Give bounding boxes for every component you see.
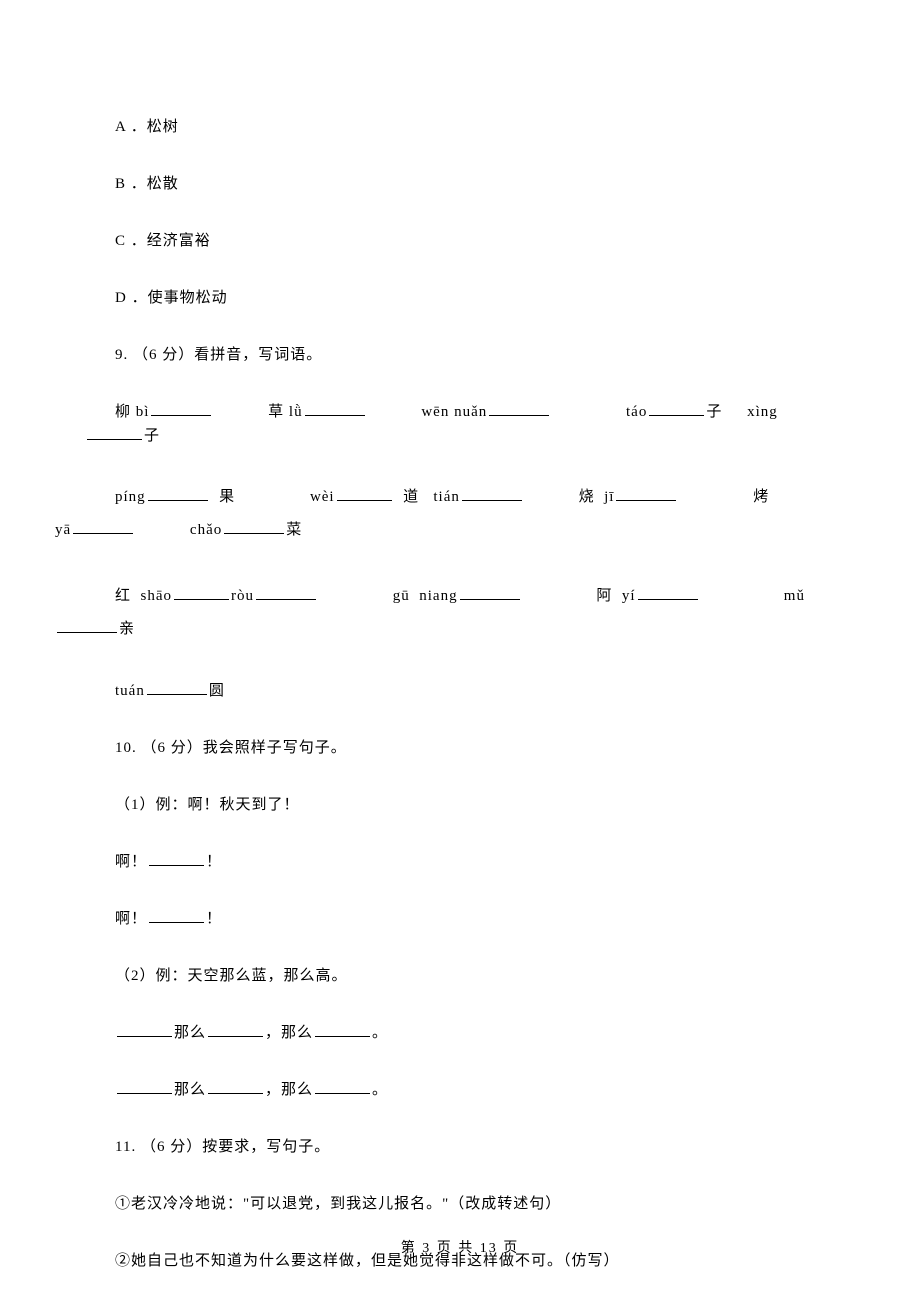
q9-r2-seg1b: 果 — [219, 489, 235, 505]
blank — [337, 486, 392, 501]
q9-r2-seg5: 烤 — [753, 489, 769, 505]
q9-row1: 柳 bì 草 lǜ wēn nuǎn táo 子 xìng 子 — [85, 400, 835, 448]
blank — [147, 680, 207, 695]
blank — [57, 618, 117, 633]
q9-r2-seg1: píng — [115, 489, 146, 505]
q10-fill1a: 啊！ — [115, 911, 147, 927]
q9-r2b-seg2: chǎo — [190, 522, 222, 538]
q9-r1-seg3: wēn nuǎn — [421, 404, 487, 420]
q10-fill-2: 啊！ ！ — [85, 907, 835, 931]
q9-r1-seg4: táo — [626, 404, 647, 420]
option-d: D ．使事物松动 — [85, 286, 835, 310]
q9-r3-seg1b: shāo — [141, 588, 173, 604]
q9-r2-seg2b: 道 — [403, 489, 419, 505]
q9-r3-seg3b: yí — [622, 588, 636, 604]
q9-r4-seg1b: 圆 — [209, 683, 225, 699]
q9-r2b-seg2b: 菜 — [286, 522, 302, 538]
blank — [208, 1079, 263, 1094]
blank — [315, 1022, 370, 1037]
q10-fill2c: 。 — [372, 1082, 388, 1098]
q10-fill2a: 那么 — [174, 1082, 206, 1098]
blank — [616, 486, 676, 501]
blank — [208, 1022, 263, 1037]
blank — [148, 486, 208, 501]
blank — [224, 519, 284, 534]
q10-fill-4: 那么 ，那么 。 — [85, 1078, 835, 1102]
blank — [460, 585, 520, 600]
q9-r2b-seg1: yā — [55, 522, 71, 538]
blank — [489, 401, 549, 416]
q9-r3-seg1: 红 — [115, 588, 131, 604]
q9-r2-seg4: 烧 — [579, 489, 595, 505]
blank — [149, 851, 204, 866]
q10-fill1a: 啊！ — [115, 854, 147, 870]
blank — [256, 585, 316, 600]
blank — [638, 585, 698, 600]
blank — [117, 1079, 172, 1094]
q10-p2: （2）例：天空那么蓝，那么高。 — [85, 964, 835, 988]
q10-fill-1: 啊！ ！ — [85, 850, 835, 874]
question-11-stem: 11. （6 分）按要求，写句子。 — [85, 1135, 835, 1159]
q9-r2-seg4b: jī — [604, 489, 614, 505]
q9-r1-seg5b: 子 — [144, 428, 160, 444]
blank — [151, 401, 211, 416]
option-b: B ．松散 — [85, 172, 835, 196]
q9-r3-seg2: gū — [393, 588, 410, 604]
q10-fill2a: 那么 — [174, 1025, 206, 1041]
question-9-stem: 9. （6 分）看拼音，写词语。 — [85, 343, 835, 367]
question-10-stem: 10. （6 分）我会照样子写句子。 — [85, 736, 835, 760]
blank — [315, 1079, 370, 1094]
blank — [73, 519, 133, 534]
option-c: C ．经济富裕 — [85, 229, 835, 253]
q9-r3b-seg1: 亲 — [119, 621, 135, 637]
q10-fill2b: ，那么 — [265, 1025, 313, 1041]
q9-r1-seg2: 草 lǜ — [268, 404, 302, 420]
q9-r3-seg2b: niang — [419, 588, 457, 604]
q9-r2-seg2: wèi — [310, 489, 335, 505]
q10-fill1b: ！ — [206, 911, 222, 927]
blank — [117, 1022, 172, 1037]
q10-fill2b: ，那么 — [265, 1082, 313, 1098]
q10-fill1b: ！ — [206, 854, 222, 870]
q9-row2: píng 果 wèi 道 tián 烧 jī 烤 yā chǎo菜 — [85, 481, 835, 547]
q9-r1-seg5: xìng — [747, 404, 778, 420]
q9-r3-seg4: mǔ — [784, 588, 805, 604]
q9-r2-seg3: tián — [433, 489, 460, 505]
q9-r1-seg1: 柳 bì — [115, 404, 149, 420]
blank — [305, 401, 365, 416]
blank — [149, 908, 204, 923]
blank — [649, 401, 704, 416]
blank — [174, 585, 229, 600]
q9-r4-seg1: tuán — [115, 683, 145, 699]
q9-r3-seg3: 阿 — [596, 588, 612, 604]
q10-fill2c: 。 — [372, 1025, 388, 1041]
page-footer: 第 3 页 共 13 页 — [0, 1237, 920, 1257]
option-a: A ．松树 — [85, 115, 835, 139]
q9-row3: 红 shāo ròu gū niang 阿 yí mǔ 亲 — [85, 580, 835, 646]
q10-p1: （1）例：啊！秋天到了！ — [85, 793, 835, 817]
q9-r3-seg1c: ròu — [231, 588, 254, 604]
q11-p1: ①老汉冷冷地说："可以退党，到我这儿报名。"（改成转述句） — [85, 1192, 835, 1216]
blank — [462, 486, 522, 501]
q10-fill-3: 那么 ，那么 。 — [85, 1021, 835, 1045]
blank — [87, 425, 142, 440]
q9-row4: tuán 圆 — [85, 679, 835, 703]
q9-r1-seg4b: 子 — [706, 404, 722, 420]
